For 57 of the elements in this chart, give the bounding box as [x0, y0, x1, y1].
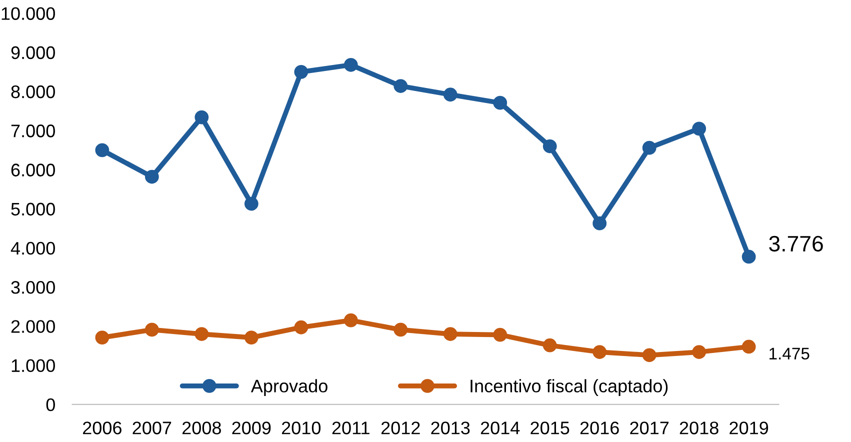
point [542, 338, 557, 352]
point [344, 313, 358, 328]
x-tick-label: 2010 [282, 422, 321, 434]
point [194, 110, 209, 124]
point [144, 170, 159, 184]
x-tick-label: 2013 [431, 422, 470, 434]
y-tick-label: 5.000 [11, 202, 55, 216]
point [394, 79, 408, 93]
x-tick-label: 2007 [132, 422, 172, 434]
y-tick-label: 8.000 [11, 85, 55, 98]
y-tick-label: 3.000 [11, 281, 55, 294]
x-tick-label: 2016 [580, 422, 619, 434]
point [194, 327, 209, 341]
point [742, 340, 756, 354]
point [244, 330, 258, 344]
x-tick-label: 2006 [83, 422, 122, 434]
y-tick-label: 6.000 [11, 164, 55, 176]
x-tick-label: 2014 [480, 422, 520, 434]
legend-label: Aprovado [250, 379, 328, 396]
point [244, 196, 258, 211]
point [592, 345, 607, 359]
point [394, 322, 408, 337]
point [592, 216, 607, 230]
point [692, 122, 706, 136]
point [443, 327, 458, 341]
data-label: 1.475 [770, 348, 810, 360]
x-tick-label: 2008 [182, 422, 221, 434]
data-label: 3.776 [769, 236, 823, 252]
point [443, 88, 458, 102]
y-tick-label: 0 [46, 398, 55, 412]
point [642, 140, 656, 155]
point [294, 64, 308, 79]
point [642, 348, 656, 362]
x-tick-label: 2015 [530, 422, 570, 434]
y-tick-label: 9.000 [11, 46, 55, 60]
point [95, 330, 110, 344]
x-tick-label: 2018 [680, 422, 718, 434]
x-tick-label: 2011 [332, 422, 370, 434]
y-tick-label: 7.000 [11, 124, 55, 138]
x-tick-label: 2017 [630, 422, 669, 434]
y-tick-label: 1.000 [12, 359, 55, 372]
y-tick-label: 2.000 [11, 320, 55, 333]
point [344, 58, 358, 72]
point [294, 320, 308, 334]
point [493, 328, 508, 342]
y-tick-label: 10.000 [2, 7, 55, 20]
x-tick-label: 2012 [381, 422, 420, 434]
x-tick-label: 2009 [232, 422, 271, 434]
legend-label: Incentivo fiscal (captado) [470, 379, 668, 396]
y-tick-label: 4.000 [10, 242, 55, 255]
point [95, 143, 110, 158]
x-tick-label: 2019 [730, 422, 768, 434]
point [692, 345, 706, 359]
point [742, 250, 756, 264]
point [144, 322, 159, 337]
point [493, 96, 508, 110]
point [542, 139, 557, 154]
